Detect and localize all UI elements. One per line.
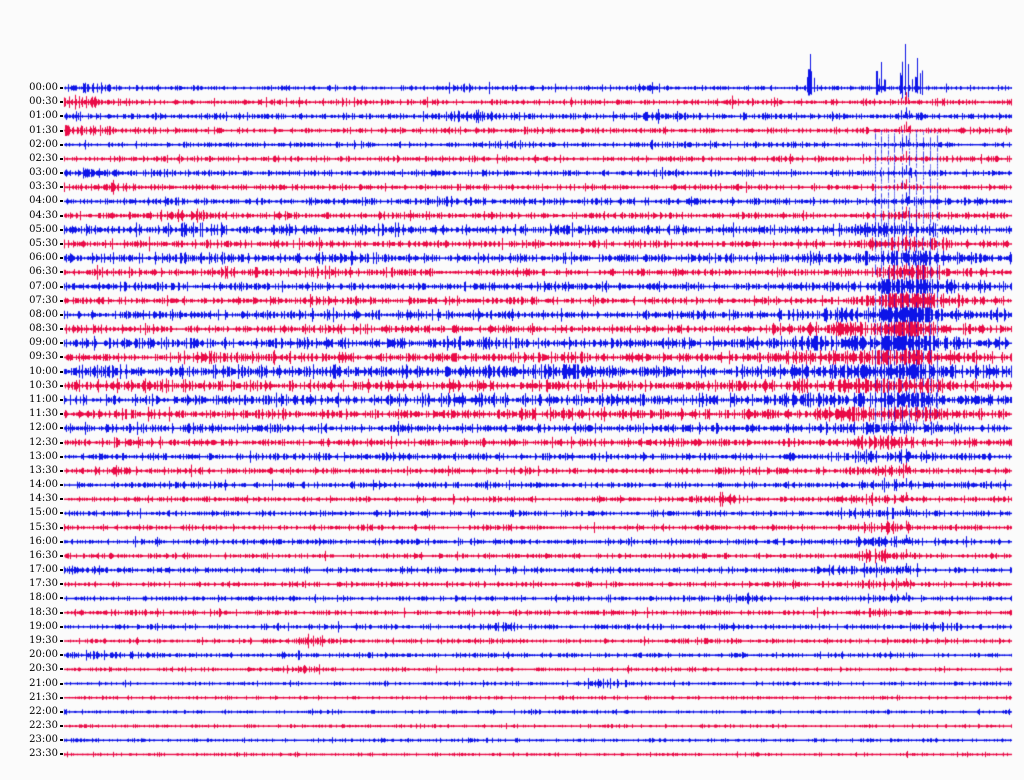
helicorder-page: HP University of Patras Applied filter: … — [0, 0, 1024, 780]
seismogram-plot — [0, 0, 1024, 780]
seismogram-canvas — [0, 0, 1024, 780]
